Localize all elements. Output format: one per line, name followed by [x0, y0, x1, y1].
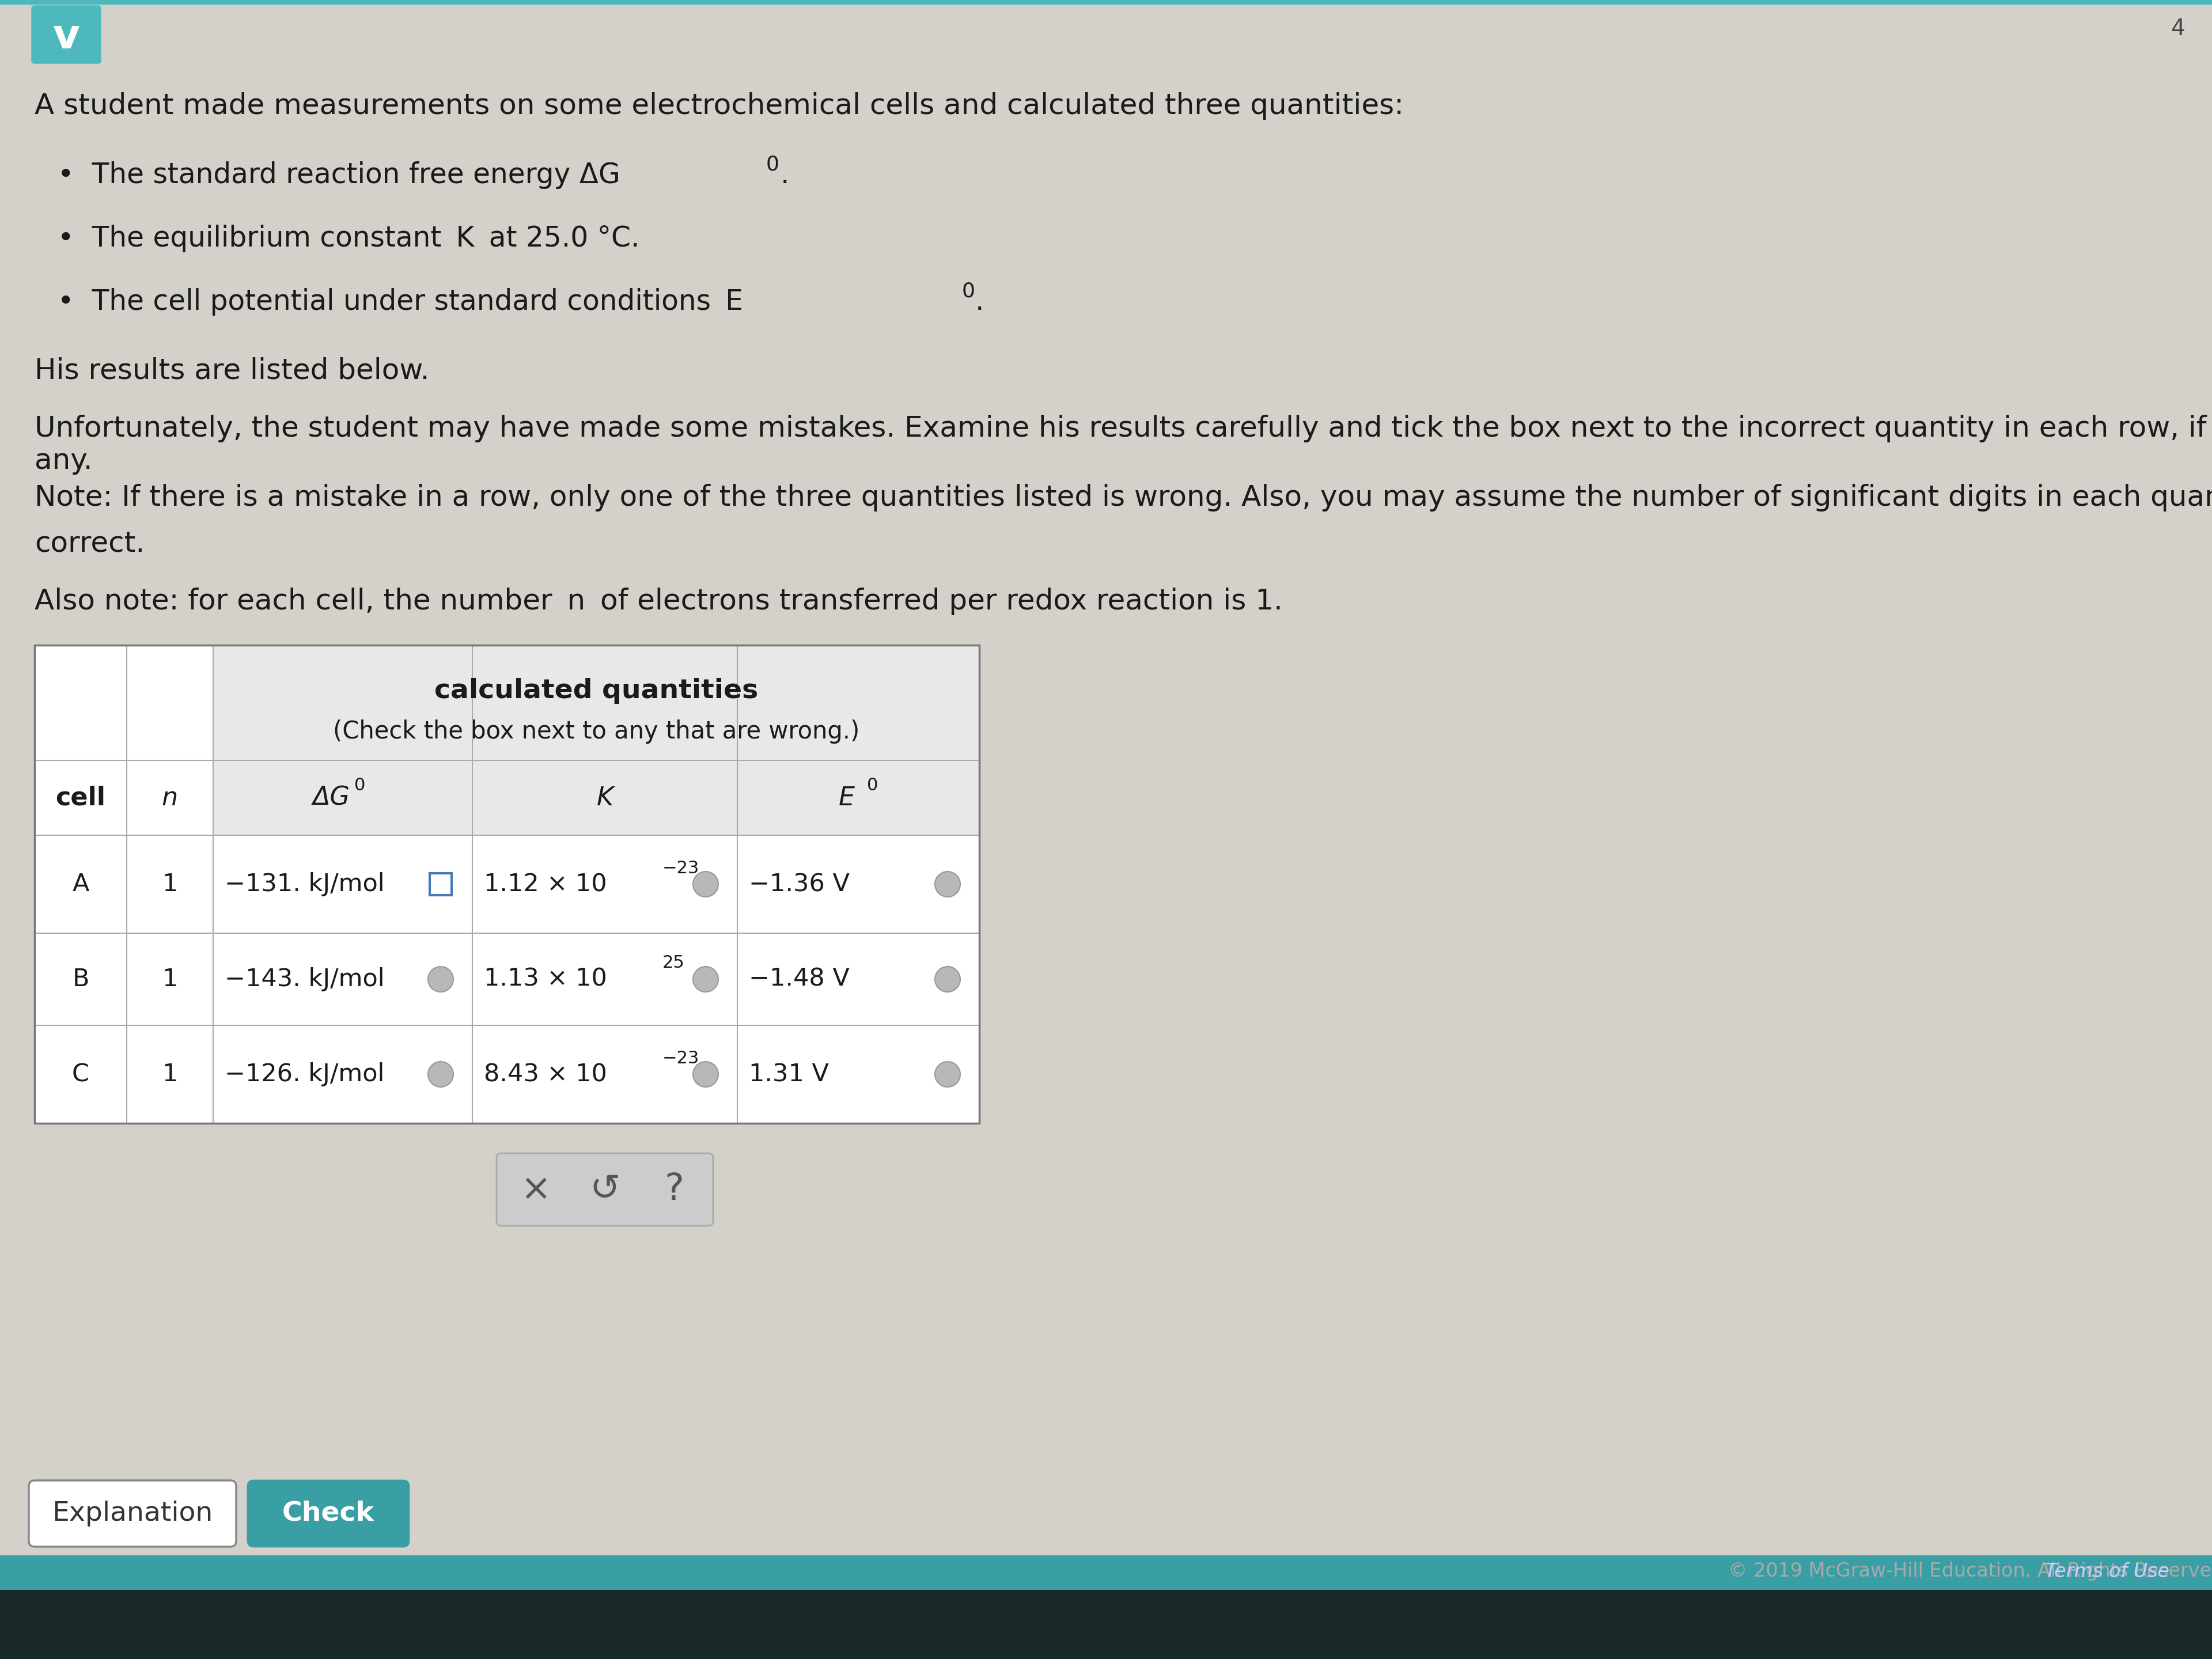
Text: (Check the box next to any that are wrong.): (Check the box next to any that are wron… [332, 720, 860, 743]
FancyBboxPatch shape [31, 5, 102, 63]
Bar [429, 873, 451, 896]
Text: ΔG: ΔG [312, 785, 349, 810]
Text: B: B [73, 967, 88, 992]
Text: 0: 0 [354, 776, 365, 793]
Text: v: v [53, 18, 80, 58]
Bar [0, 1589, 2212, 1659]
Text: Terms of Use: Terms of Use [2044, 1561, 2170, 1581]
Circle shape [692, 871, 719, 898]
Text: 1.31 V: 1.31 V [750, 1062, 830, 1087]
Circle shape [427, 1062, 453, 1087]
Text: 1: 1 [161, 873, 177, 896]
Text: n: n [161, 785, 179, 810]
Text: 1.13 × 10: 1.13 × 10 [484, 967, 606, 992]
Text: −131. kJ/mol: −131. kJ/mol [226, 873, 385, 896]
Text: K: K [597, 785, 613, 810]
Bar [35, 645, 980, 1123]
FancyBboxPatch shape [495, 1153, 712, 1226]
Bar [0, 0, 2212, 5]
Text: 4: 4 [2170, 18, 2185, 40]
Text: 0: 0 [765, 154, 779, 174]
Circle shape [936, 967, 960, 992]
Text: 0: 0 [867, 776, 878, 793]
Text: ×: × [520, 1171, 551, 1208]
FancyBboxPatch shape [29, 1480, 237, 1546]
Text: Check: Check [283, 1501, 374, 1526]
Text: © 2019 McGraw-Hill Education. All Rights Reserved.: © 2019 McGraw-Hill Education. All Rights… [1728, 1561, 2212, 1581]
Bar [212, 645, 980, 834]
Text: A student made measurements on some electrochemical cells and calculated three q: A student made measurements on some elec… [35, 93, 1405, 119]
Text: calculated quantities: calculated quantities [434, 679, 759, 703]
Circle shape [427, 967, 453, 992]
Text: −126. kJ/mol: −126. kJ/mol [226, 1062, 385, 1087]
Text: Also note: for each cell, the number  n  of electrons transferred per redox reac: Also note: for each cell, the number n o… [35, 587, 1283, 615]
Text: •  The equilibrium constant  K  at 25.0 °C.: • The equilibrium constant K at 25.0 °C. [58, 224, 639, 252]
Text: 1: 1 [161, 1062, 177, 1087]
Text: 25: 25 [661, 956, 686, 972]
Text: A: A [73, 873, 88, 896]
Text: −1.36 V: −1.36 V [750, 873, 849, 896]
Circle shape [692, 1062, 719, 1087]
Circle shape [936, 1062, 960, 1087]
Text: •  The standard reaction free energy ΔG: • The standard reaction free energy ΔG [58, 161, 619, 189]
FancyBboxPatch shape [248, 1480, 409, 1546]
Text: −23: −23 [661, 1050, 699, 1067]
Text: •  The cell potential under standard conditions  E: • The cell potential under standard cond… [58, 289, 743, 315]
Text: ?: ? [664, 1171, 684, 1208]
Text: .: . [975, 289, 984, 315]
Text: Unfortunately, the student may have made some mistakes. Examine his results care: Unfortunately, the student may have made… [35, 415, 2208, 474]
Circle shape [692, 967, 719, 992]
Bar [0, 1556, 2212, 1589]
Text: 1: 1 [161, 967, 177, 992]
Text: 1.12 × 10: 1.12 × 10 [484, 873, 606, 896]
Text: His results are listed below.: His results are listed below. [35, 357, 429, 385]
Text: −143. kJ/mol: −143. kJ/mol [226, 967, 385, 992]
Text: Note: If there is a mistake in a row, only one of the three quantities listed is: Note: If there is a mistake in a row, on… [35, 484, 2212, 511]
Text: Explanation: Explanation [53, 1501, 212, 1526]
Text: E: E [838, 785, 854, 810]
Bar [35, 645, 980, 1123]
Text: 8.43 × 10: 8.43 × 10 [484, 1062, 606, 1087]
Circle shape [936, 871, 960, 898]
Text: 0: 0 [962, 280, 975, 300]
Text: .: . [781, 161, 790, 189]
Text: ↺: ↺ [588, 1171, 619, 1208]
Text: C: C [73, 1062, 88, 1087]
Text: cell: cell [55, 785, 106, 810]
Text: −1.48 V: −1.48 V [750, 967, 849, 992]
Text: correct.: correct. [35, 529, 144, 557]
Text: −23: −23 [661, 859, 699, 876]
